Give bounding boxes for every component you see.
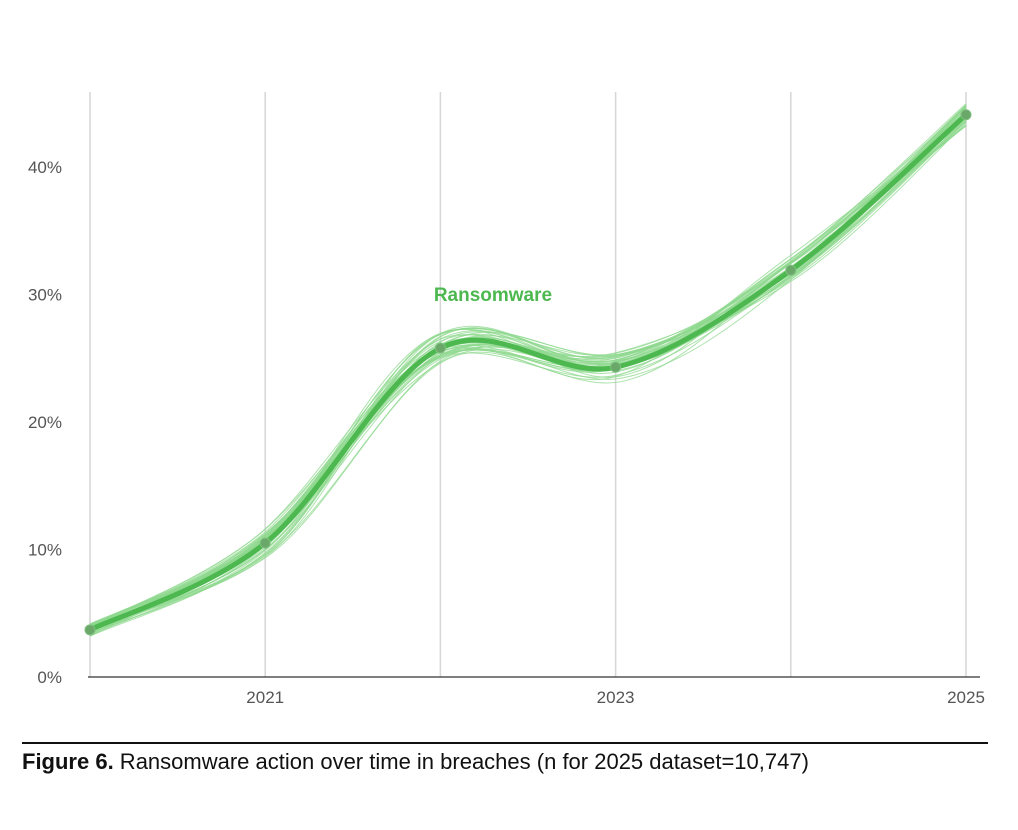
uncertainty-line — [89, 121, 967, 625]
y-tick-label: 30% — [28, 286, 62, 305]
uncertainty-line — [89, 114, 967, 633]
data-point-2024 — [785, 264, 797, 276]
caption-rule — [22, 742, 988, 744]
uncertainty-line — [89, 103, 967, 629]
uncertainty-line — [89, 119, 967, 626]
data-point-2022 — [434, 342, 446, 354]
uncertainty-line — [89, 112, 967, 627]
x-tick-label: 2023 — [597, 688, 635, 707]
data-point-2023 — [610, 361, 622, 373]
uncertainty-line — [89, 108, 967, 633]
uncertainty-line — [89, 125, 967, 628]
uncertainty-line — [89, 114, 967, 627]
uncertainty-line — [89, 105, 967, 627]
axes: 0% 10% 20% 30% 40% 2021 2023 2025 — [28, 158, 985, 707]
figure-caption-text: Ransomware action over time in breaches … — [113, 749, 809, 774]
uncertainty-line — [89, 116, 967, 635]
uncertainty-line — [89, 105, 967, 628]
uncertainty-line — [89, 108, 967, 627]
uncertainty-line — [89, 105, 967, 629]
series-label-ransomware: Ransomware — [434, 285, 552, 306]
uncertainty-line — [89, 113, 967, 632]
uncertainty-line — [89, 104, 967, 628]
data-point-2021 — [259, 537, 271, 549]
uncertainty-line — [89, 124, 967, 628]
uncertainty-line — [89, 120, 967, 628]
uncertainty-line — [89, 111, 967, 634]
uncertainty-line — [89, 109, 967, 625]
data-point-2020 — [84, 624, 96, 636]
y-tick-label: 10% — [28, 541, 62, 560]
uncertainty-line — [89, 116, 967, 631]
y-tick-label: 0% — [37, 668, 62, 687]
uncertainty-line — [89, 106, 967, 637]
uncertainty-line — [89, 120, 967, 633]
series-line-ransomware — [88, 112, 968, 633]
uncertainty-line — [89, 115, 967, 628]
uncertainty-line — [89, 114, 967, 631]
uncertainty-line — [89, 118, 967, 635]
uncertainty-line — [89, 120, 967, 627]
y-tick-label: 40% — [28, 158, 62, 177]
series-line-group — [84, 109, 972, 636]
uncertainty-line — [89, 105, 967, 627]
uncertainty-line — [89, 122, 967, 637]
uncertainty-line — [89, 104, 967, 634]
grid-lines — [89, 92, 967, 677]
uncertainty-band — [89, 103, 967, 637]
uncertainty-line — [89, 118, 967, 625]
uncertainty-line — [89, 125, 967, 633]
ransomware-line-chart: 0% 10% 20% 30% 40% 2021 2023 2025 Ransomware — [28, 92, 985, 707]
data-point-2025 — [960, 109, 972, 121]
uncertainty-line — [89, 105, 967, 625]
uncertainty-line — [89, 112, 967, 636]
uncertainty-line — [89, 113, 967, 637]
x-tick-label: 2025 — [947, 688, 985, 707]
uncertainty-line — [89, 110, 967, 629]
uncertainty-line — [89, 116, 967, 632]
y-tick-label: 20% — [28, 413, 62, 432]
x-tick-label: 2021 — [246, 688, 284, 707]
uncertainty-line — [89, 125, 967, 631]
uncertainty-line — [89, 116, 967, 635]
figure-label: Figure 6. — [22, 749, 114, 774]
uncertainty-line — [89, 106, 967, 626]
figure-caption: Figure 6. Ransomware action over time in… — [22, 749, 1002, 775]
uncertainty-line — [89, 120, 967, 629]
